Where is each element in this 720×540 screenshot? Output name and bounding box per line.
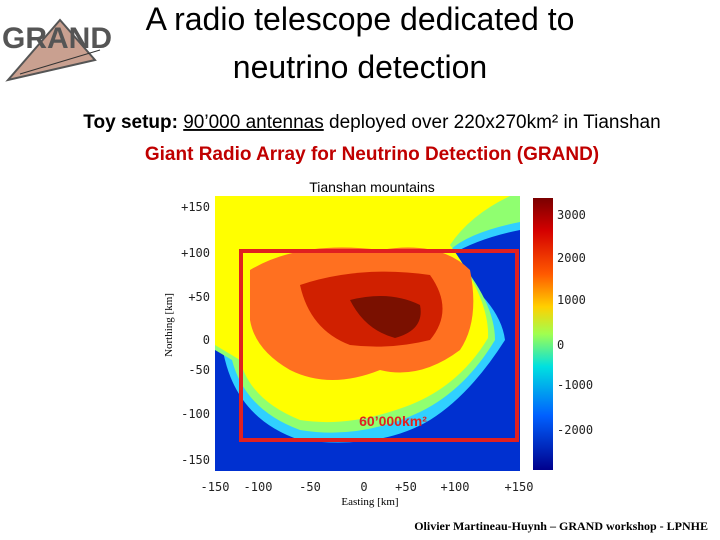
colorbar	[533, 198, 553, 470]
colorbar-tick-label: -1000	[557, 378, 593, 392]
x-tick-label: +100	[441, 480, 470, 494]
y-tick-label: -50	[188, 363, 210, 377]
y-tick-label: +100	[181, 246, 210, 260]
logo-text: GRAND	[2, 22, 112, 55]
setup-rest: deployed over 220x270km² in Tianshan	[324, 112, 661, 133]
y-tick-label: -100	[181, 407, 210, 421]
x-axis-label: Easting [km]	[341, 496, 398, 508]
colorbar-ticks: 3000 2000 1000 0 -1000 -2000	[557, 208, 593, 437]
x-tick-label: +150	[505, 480, 534, 494]
x-tick-label: 0	[360, 480, 367, 494]
colorbar-tick-label: 3000	[557, 208, 586, 222]
setup-line: Toy setup: 90’000 antennas deployed over…	[83, 112, 660, 133]
figure-title: Tianshan mountains	[309, 179, 435, 195]
colorbar-tick-label: 2000	[557, 251, 586, 265]
colorbar-tick-label: 0	[557, 338, 564, 352]
x-tick-label: -100	[244, 480, 273, 494]
y-tick-label: +150	[181, 200, 210, 214]
y-ticks: +150 +100 +50 0 -50 -100 -150	[181, 200, 210, 467]
setup-antennas: 90’000 antennas	[183, 112, 324, 133]
setup-label: Toy setup:	[83, 112, 178, 133]
title: A radio telescope dedicated to	[146, 1, 575, 37]
colorbar-tick-label: 1000	[557, 293, 586, 307]
x-ticks: -150 -100 -50 0 +50 +100 +150	[201, 480, 534, 494]
subtitle: Giant Radio Array for Neutrino Detection…	[145, 144, 599, 165]
x-tick-label: +50	[395, 480, 417, 494]
footer: Olivier Martineau-Huynh – GRAND workshop…	[414, 519, 708, 533]
x-tick-label: -150	[201, 480, 230, 494]
y-tick-label: 0	[203, 333, 210, 347]
y-axis-label: Northing [km]	[163, 293, 175, 357]
colorbar-tick-label: -2000	[557, 423, 593, 437]
title: neutrino detection	[233, 49, 487, 85]
x-tick-label: -50	[299, 480, 321, 494]
annotation: 60’000km²	[359, 413, 427, 429]
y-tick-label: +50	[188, 290, 210, 304]
logo: GRAND	[2, 18, 112, 82]
y-tick-label: -150	[181, 453, 210, 467]
map	[215, 196, 553, 471]
